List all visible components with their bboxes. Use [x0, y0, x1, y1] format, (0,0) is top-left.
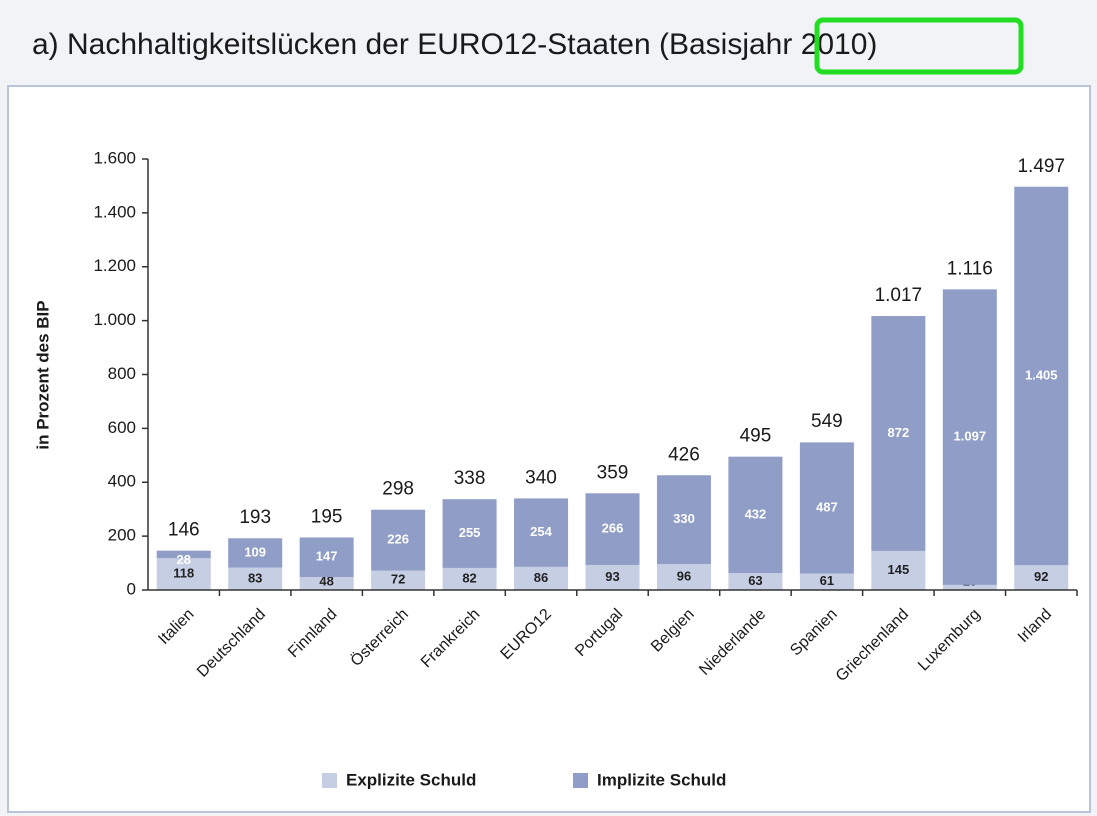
bar-segment	[1014, 565, 1069, 590]
bar-segment	[514, 498, 569, 567]
bar-segment	[871, 316, 926, 551]
bar-segment	[656, 475, 711, 565]
bar-segment	[156, 558, 211, 590]
total-label: 195	[311, 506, 343, 527]
segment-label: 145	[887, 562, 909, 577]
segment-label: 487	[816, 499, 838, 514]
segment-label: 1.097	[954, 429, 987, 444]
segment-label: 266	[602, 521, 624, 536]
y-axis-label: in Prozent des BIP	[33, 300, 52, 449]
total-label: 298	[382, 479, 414, 500]
total-label: 338	[454, 468, 486, 489]
y-tick-label: 600	[108, 418, 136, 437]
bar-segment	[371, 509, 426, 571]
bar-segment	[728, 573, 783, 590]
segment-label: 118	[173, 566, 194, 581]
y-tick-label: 0	[127, 579, 136, 598]
segment-label: 1.405	[1025, 367, 1058, 382]
bar-segment	[942, 289, 997, 585]
segment-label: 92	[1034, 569, 1048, 584]
bar-segment	[371, 570, 426, 590]
segment-label: 872	[887, 425, 909, 440]
total-label: 193	[239, 507, 271, 528]
total-label: 1.116	[947, 258, 993, 279]
segment-label: 63	[748, 573, 762, 588]
bar-segment	[228, 538, 283, 568]
segment-label: 330	[673, 511, 695, 526]
y-tick-label: 1.600	[93, 148, 136, 167]
legend-label: Explizite Schuld	[346, 770, 476, 789]
segment-label: 82	[462, 570, 476, 585]
bar-segment	[1014, 186, 1069, 566]
segment-label: 109	[244, 544, 266, 559]
segment-label: 28	[176, 552, 190, 567]
legend-swatch	[322, 773, 337, 788]
bar-segment	[156, 550, 211, 559]
segment-label: 72	[391, 572, 405, 587]
bar-segment	[799, 573, 854, 590]
segment-label: 86	[534, 570, 548, 585]
legend-label: Implizite Schuld	[597, 770, 726, 789]
y-tick-label: 1.200	[93, 256, 136, 275]
bar-segment	[442, 567, 497, 590]
total-label: 1.497	[1017, 156, 1065, 177]
segment-label: 83	[248, 570, 262, 585]
bar-segment	[228, 567, 283, 590]
y-tick-label: 200	[108, 526, 136, 545]
segment-label: 432	[745, 506, 767, 521]
bar-segment	[442, 499, 497, 568]
y-tick-label: 1.400	[93, 202, 136, 221]
highlight-box	[814, 17, 1024, 75]
segment-label: 96	[677, 569, 691, 584]
chart-title: a) Nachhaltigkeitslücken der EURO12-Staa…	[32, 28, 877, 61]
bar-segment	[942, 584, 997, 590]
segment-label: 254	[530, 524, 552, 539]
bar-segment	[871, 550, 926, 590]
total-label: 146	[168, 520, 200, 541]
total-label: 340	[525, 467, 557, 488]
bar-segment	[585, 564, 640, 590]
segment-label: 61	[820, 573, 834, 588]
bar-segment	[728, 456, 783, 574]
bar-segment	[656, 564, 711, 590]
total-label: 549	[811, 411, 843, 432]
total-label: 495	[740, 426, 772, 447]
segment-label: 226	[387, 532, 409, 547]
segment-label: 93	[605, 569, 619, 584]
total-label: 1.017	[875, 285, 923, 306]
bar-segment	[299, 537, 354, 578]
y-tick-label: 800	[108, 364, 136, 383]
bar-segment	[299, 577, 354, 590]
segment-label: 147	[316, 549, 338, 564]
panel	[7, 85, 1091, 813]
bar-segment	[585, 493, 640, 565]
y-tick-label: 400	[108, 472, 136, 491]
bar-segment	[799, 442, 854, 574]
total-label: 359	[597, 462, 629, 483]
bar-segment	[514, 566, 569, 590]
segment-label: 255	[459, 525, 481, 540]
total-label: 426	[668, 444, 700, 465]
legend-swatch	[573, 773, 588, 788]
y-tick-label: 1.000	[93, 310, 136, 329]
segment-label: 48	[319, 573, 333, 588]
